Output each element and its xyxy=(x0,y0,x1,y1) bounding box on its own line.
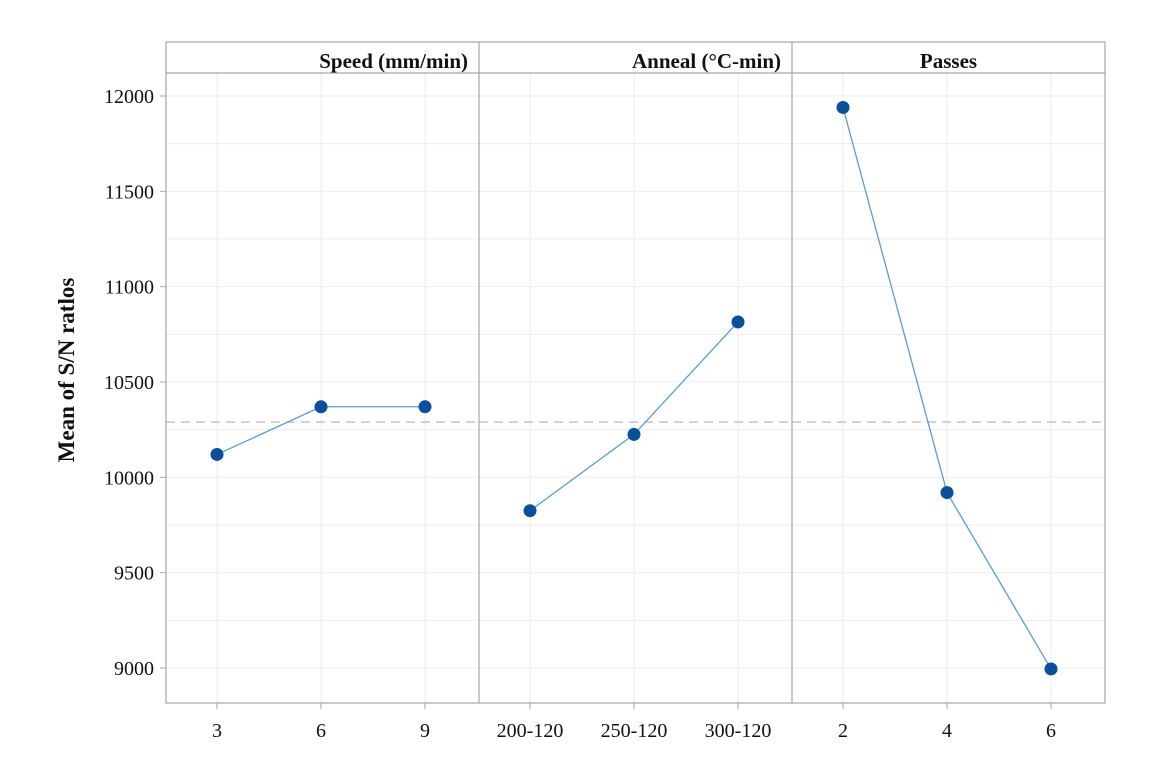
x-tick-label: 6 xyxy=(1046,720,1056,742)
x-tick-label: 200-120 xyxy=(497,720,564,742)
data-point-200-120 xyxy=(523,504,537,518)
x-tick-label: 3 xyxy=(212,720,222,742)
data-point-250-120 xyxy=(627,427,641,441)
label-layer: 9000 9500 10000 10500 11000 11500 12000 3 6 9 Spee… xyxy=(104,49,1056,742)
x-tick-label: 6 xyxy=(316,720,326,742)
data-point-300-120 xyxy=(731,315,745,329)
data-point-2 xyxy=(836,100,850,114)
x-tick-label: 9 xyxy=(420,720,430,742)
y-tick-label: 11000 xyxy=(105,277,154,299)
data-point-4 xyxy=(940,486,954,500)
y-tick-label: 10500 xyxy=(104,372,154,394)
panel-title-1: Speed (mm/min) xyxy=(319,49,468,73)
y-tick-label: 11500 xyxy=(105,181,154,203)
grid-layer xyxy=(166,73,1105,703)
y-tick-label: 9500 xyxy=(114,563,154,585)
frame-layer xyxy=(160,41,1106,709)
data-point-6 xyxy=(314,400,328,414)
y-tick-label: 9000 xyxy=(114,658,154,680)
panel-title-3: Passes xyxy=(920,49,977,73)
x-tick-label: 2 xyxy=(838,720,848,742)
x-tick-label: 4 xyxy=(942,720,952,742)
plot-frame xyxy=(165,41,1106,704)
x-tick-label: 300-120 xyxy=(705,720,772,742)
panel-title-2: Anneal (°C-min) xyxy=(632,49,781,73)
data-point-3 xyxy=(210,447,224,461)
y-tick-label: 10000 xyxy=(104,467,154,489)
y-tick-label: 12000 xyxy=(104,86,154,108)
data-point-9 xyxy=(418,400,432,414)
data-point-6 xyxy=(1044,662,1058,676)
y-axis-title: Mean of S/N ratlos xyxy=(54,278,79,463)
x-tick-label: 250-120 xyxy=(601,720,668,742)
series-layer xyxy=(210,100,1058,676)
